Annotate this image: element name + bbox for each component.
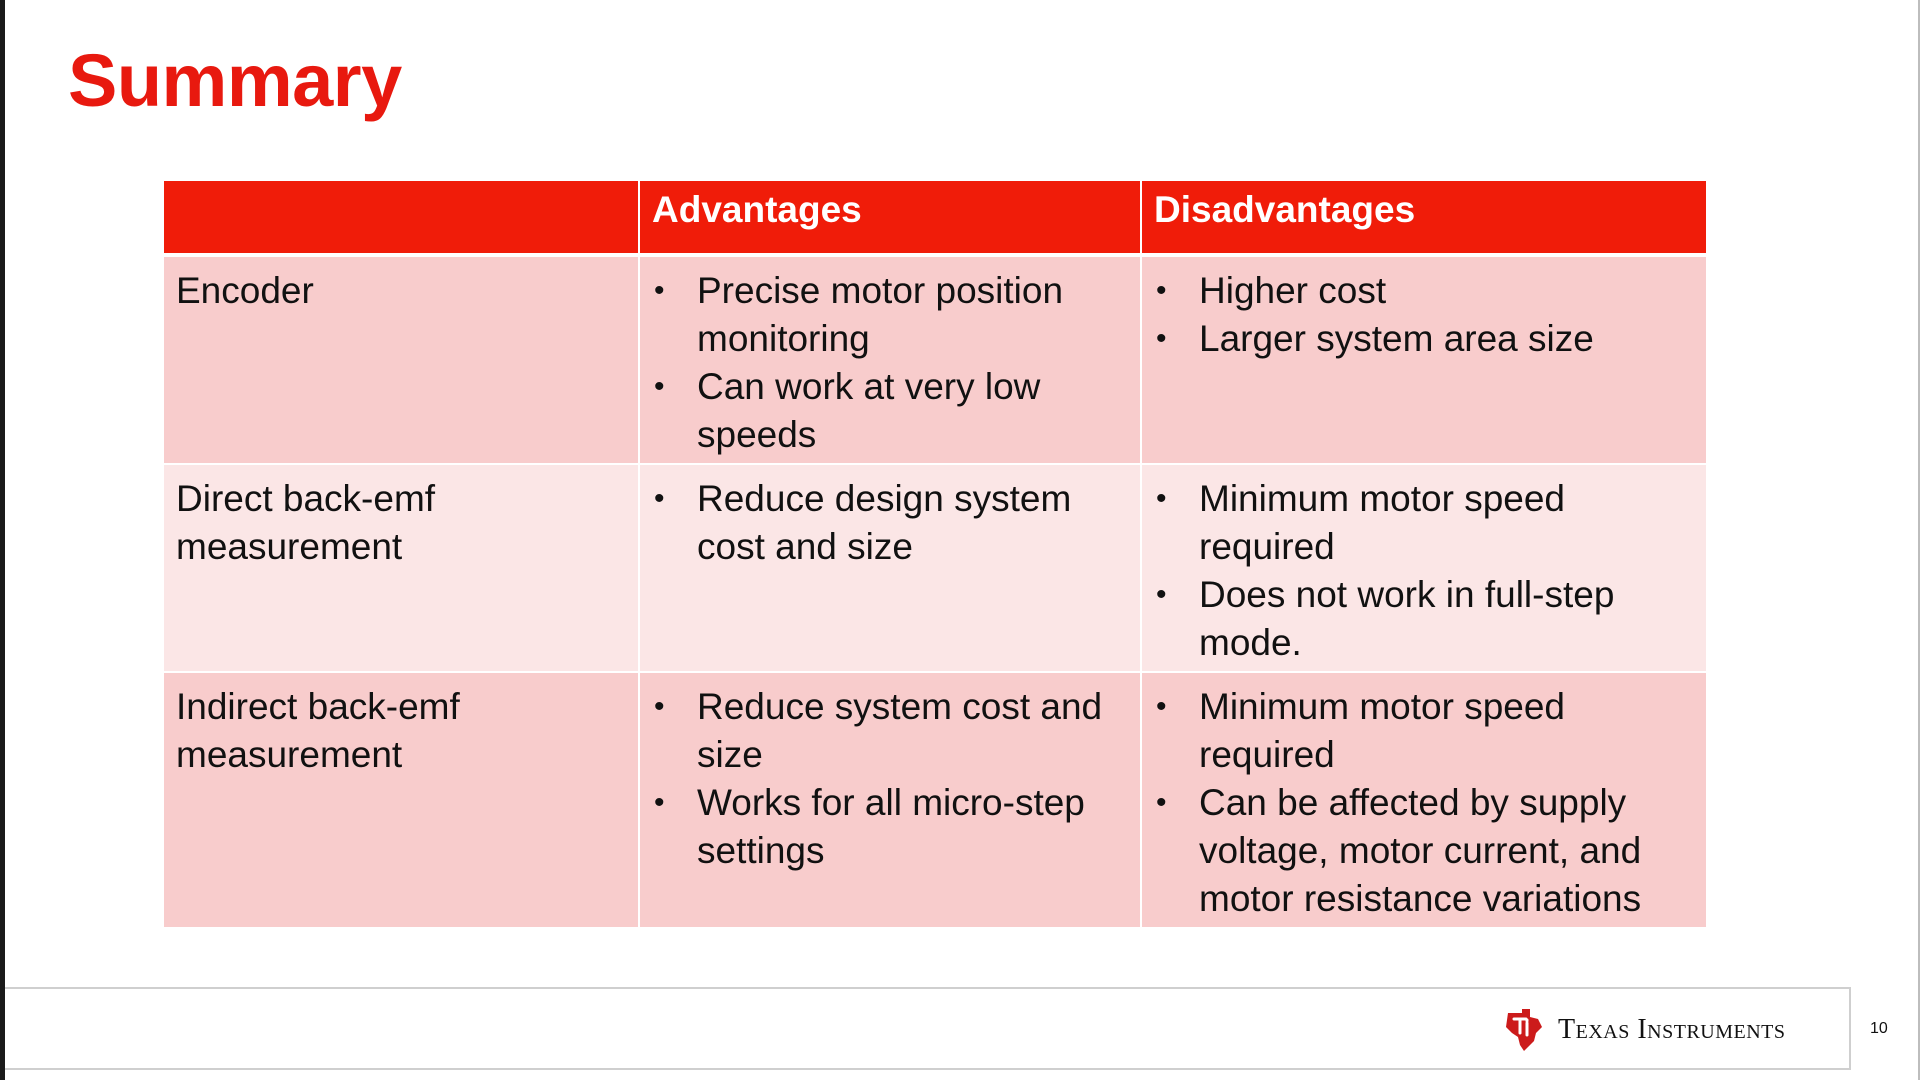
header-disadvantages: Disadvantages xyxy=(1141,181,1706,257)
list-item: Larger system area size xyxy=(1154,315,1694,363)
footer-divider-vertical xyxy=(1849,987,1851,1070)
method-cell: Encoder xyxy=(164,255,640,465)
summary-table: Advantages Disadvantages Encoder Precise… xyxy=(164,181,1706,929)
header-empty xyxy=(164,181,640,257)
footer-divider-bottom xyxy=(5,1068,1850,1070)
list-item: Higher cost xyxy=(1154,267,1694,315)
header-advantages: Advantages xyxy=(639,181,1142,257)
advantages-cell: Precise motor position monitoring Can wo… xyxy=(639,255,1142,465)
disadvantages-cell: Higher cost Larger system area size xyxy=(1141,255,1706,465)
list-item: Can work at very low speeds xyxy=(652,363,1128,459)
page-number: 10 xyxy=(1870,1020,1888,1037)
list-item: Minimum motor speed required xyxy=(1154,475,1694,571)
table-row-direct-back-emf: Direct back-emf measurement Reduce desig… xyxy=(164,464,1706,673)
advantages-cell: Reduce design system cost and size xyxy=(639,464,1142,673)
list-item: Reduce design system cost and size xyxy=(652,475,1128,571)
list-item: Can be affected by supply voltage, motor… xyxy=(1154,779,1694,923)
method-cell: Direct back-emf measurement xyxy=(164,464,640,673)
list-item: Minimum motor speed required xyxy=(1154,683,1694,779)
list-item: Precise motor position monitoring xyxy=(652,267,1128,363)
left-edge xyxy=(0,0,5,1080)
table-row-encoder: Encoder Precise motor position monitorin… xyxy=(164,255,1706,465)
list-item: Works for all micro-step settings xyxy=(652,779,1128,875)
advantages-cell: Reduce system cost and size Works for al… xyxy=(639,672,1142,929)
right-edge xyxy=(1918,0,1920,1080)
disadvantages-cell: Minimum motor speed required Does not wo… xyxy=(1141,464,1706,673)
footer-divider-top xyxy=(5,987,1850,989)
method-cell: Indirect back-emf measurement xyxy=(164,672,640,929)
table-header-row: Advantages Disadvantages xyxy=(164,181,1706,257)
texas-instruments-logo: Texas Instruments xyxy=(1500,1005,1786,1055)
list-item: Reduce system cost and size xyxy=(652,683,1128,779)
slide-title: Summary xyxy=(68,39,402,122)
disadvantages-cell: Minimum motor speed required Can be affe… xyxy=(1141,672,1706,929)
table-row-indirect-back-emf: Indirect back-emf measurement Reduce sys… xyxy=(164,672,1706,929)
logo-text: Texas Instruments xyxy=(1558,1014,1786,1045)
list-item: Does not work in full-step mode. xyxy=(1154,571,1694,667)
ti-logo-icon xyxy=(1506,1009,1542,1051)
